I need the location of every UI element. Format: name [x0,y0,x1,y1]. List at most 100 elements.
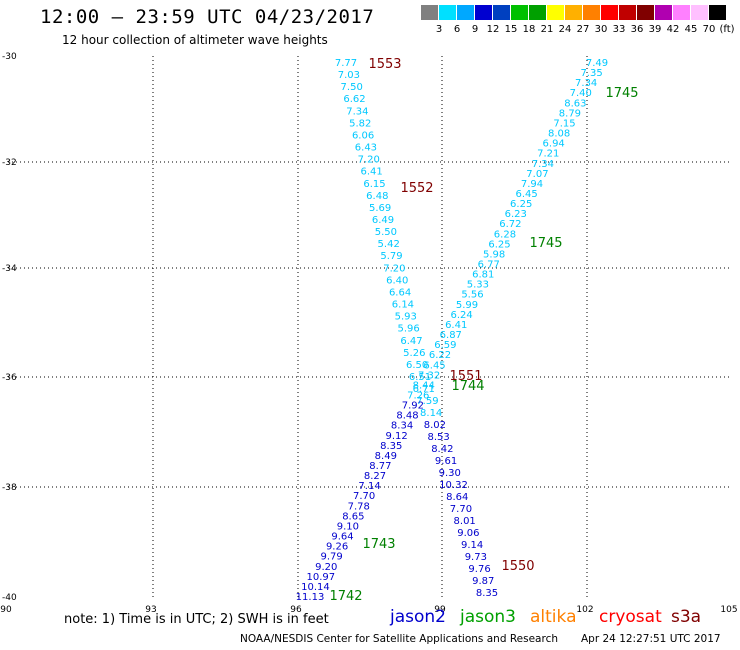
wave-height-value: 6.94 [543,139,565,150]
wave-height-value: 8.42 [431,444,453,455]
wave-height-value: 10.32 [439,480,468,491]
wave-height-value: 6.41 [360,167,382,178]
wave-height-value: 7.34 [575,78,597,89]
footer-note: note: 1) Time is in UTC; 2) SWH is in fe… [64,612,329,627]
page-title: 12:00 – 23:59 UTC 04/23/2017 [40,6,375,28]
lon-tick-label: 90 [0,605,12,615]
wave-height-value: 7.20 [383,263,405,274]
wave-height-value: 7.32 [418,370,440,381]
lat-tick-label: -34 [2,264,17,274]
pass-time-labels: 1553 1552 1551 1550 1745 1745 1744 1743 1742 [329,57,638,604]
wave-height-value: 6.62 [343,94,365,105]
scale-swatch [601,5,618,20]
wave-height-value: 6.87 [440,330,462,341]
satellite-legend-item: altika [530,607,577,627]
wave-height-value: 6.48 [366,191,388,202]
wave-height-value: 7.70 [450,504,472,515]
scale-label: 15 [504,24,518,35]
scale-swatch [709,5,726,20]
scale-label: 12 [486,24,500,35]
lon-tick-label: 102 [576,605,593,615]
scale-swatch [511,5,528,20]
wave-height-value: 11.13 [296,592,325,603]
wave-height-value: 6.41 [445,320,467,331]
scale-swatch [457,5,474,20]
lon-tick-label: 96 [290,605,302,615]
scale-swatch [583,5,600,20]
map-grid [8,56,731,597]
wave-height-value: 5.98 [483,249,505,260]
wave-height-value: 8.35 [476,588,498,599]
wave-height-value: 7.14 [358,481,380,492]
lat-tick-label: -30 [2,52,17,62]
pass-time-label: 1745 [605,86,638,101]
wave-height-value: 8.27 [364,471,386,482]
page-subtitle: 12 hour collection of altimeter wave hei… [62,33,328,47]
wave-height-value: 6.25 [488,239,510,250]
satellite-legend-item: jason2 [390,607,446,627]
lon-tick-label: 105 [720,605,737,615]
wave-height-value: 9.20 [315,562,337,573]
wave-height-value: 7.92 [402,401,424,412]
pass-time-label: 1744 [451,379,484,394]
scale-label: 18 [522,24,536,35]
wave-height-value: 5.42 [378,239,400,250]
scale-swatch [547,5,564,20]
wave-height-value: 8.49 [375,451,397,462]
wave-height-value: 8.14 [420,408,442,419]
wave-height-value: 6.49 [372,215,394,226]
wave-height-value: 6.25 [510,199,532,210]
satellite-legend-item: s3a [671,607,702,627]
wave-height-value: 6.47 [400,336,422,347]
lon-tick-label: 93 [145,605,156,615]
wave-height-value: 6.81 [472,270,494,281]
wave-height-value: 7.70 [353,491,375,502]
wave-height-value: 8.08 [548,129,570,140]
wave-height-value: 9.12 [386,431,408,442]
scale-label: 9 [471,24,479,35]
pass-time-label: 1743 [362,537,395,552]
wave-height-value: 9.26 [326,542,348,553]
wave-height-value: 7.59 [416,396,438,407]
pass-time-label: 1550 [501,559,534,574]
wave-height-value: 7.49 [586,58,608,69]
wave-height-value: 7.21 [537,149,559,160]
wave-height-value: 5.33 [467,280,489,291]
wave-height-value: 8.64 [446,492,468,503]
wave-height-value: 7.26 [407,390,429,401]
wave-height-value: 8.79 [559,108,581,119]
wave-height-value: 7.78 [348,501,370,512]
scale-unit: (ft) [719,24,735,35]
scale-label: 39 [648,24,662,35]
wave-height-value: 5.82 [349,118,371,129]
wave-height-value: 6.59 [434,340,456,351]
wave-height-value: 9.64 [331,532,353,543]
wave-height-value: 6.14 [392,300,414,311]
scale-label: 6 [453,24,461,35]
scale-label: 33 [612,24,626,35]
satellite-legend-item: jason3 [460,607,516,627]
wave-height-value: 9.30 [439,468,461,479]
pass-time-label: 1745 [529,236,562,251]
wave-height-value: 9.76 [468,564,490,575]
wave-height-value: 6.24 [450,310,472,321]
scale-label: 30 [594,24,608,35]
wave-height-value: 8.48 [396,411,418,422]
lon-tick-label: 99 [434,605,446,615]
scale-swatch [421,5,438,20]
pass-time-label: 1552 [400,181,433,196]
wave-height-value: 5.56 [461,290,483,301]
wave-height-value: 7.94 [521,179,543,190]
wave-height-value: 8.65 [342,511,364,522]
scale-swatch [673,5,690,20]
wave-height-value: 5.79 [380,251,402,262]
lat-tick-label: -36 [2,373,17,383]
pass-time-label: 1551 [449,369,482,384]
scale-swatch [529,5,546,20]
wave-height-value: 8.44 [413,380,435,391]
wave-height-value: 5.93 [395,312,417,323]
wave-height-value: 7.20 [358,155,380,166]
scale-label: 24 [558,24,572,35]
wave-height-value: 8.63 [564,98,586,109]
